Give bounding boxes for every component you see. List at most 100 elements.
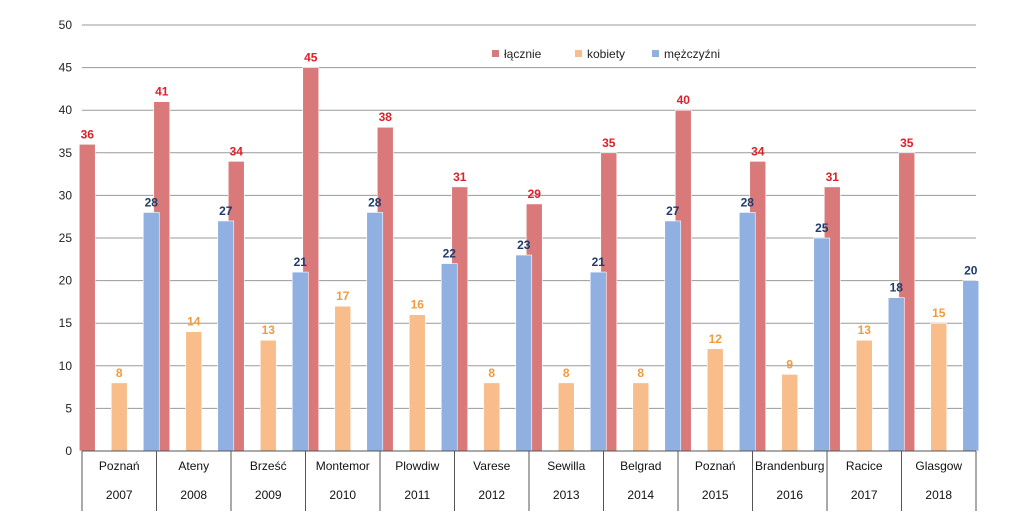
category-label: Varese bbox=[473, 459, 510, 473]
data-label: 35 bbox=[602, 136, 616, 150]
year-label: 2009 bbox=[255, 488, 282, 502]
bar-łącznie bbox=[78, 143, 96, 452]
category-label: Montemor bbox=[316, 459, 370, 473]
data-label: 29 bbox=[528, 187, 542, 201]
data-label: 45 bbox=[304, 51, 318, 65]
data-label: 28 bbox=[368, 195, 382, 209]
y-tick-label: 35 bbox=[59, 146, 73, 160]
y-tick-label: 30 bbox=[59, 188, 73, 202]
bar-mężczyźni bbox=[664, 220, 682, 452]
bar-kobiety bbox=[110, 382, 128, 452]
bar-kobiety bbox=[706, 348, 724, 452]
legend-label: mężczyźni bbox=[664, 47, 720, 61]
data-label: 20 bbox=[964, 264, 978, 278]
year-label: 2015 bbox=[702, 488, 729, 502]
bar-mężczyźni bbox=[366, 212, 384, 452]
bar-kobiety bbox=[632, 382, 650, 452]
year-label: 2011 bbox=[404, 488, 430, 502]
legend-label: łącznie bbox=[504, 47, 542, 61]
data-label: 14 bbox=[187, 315, 201, 329]
data-label: 9 bbox=[786, 357, 793, 371]
category-labels: Poznań 2007 Ateny 2008 Brześć 2009 Montemor 201… bbox=[99, 459, 963, 502]
data-label: 8 bbox=[116, 366, 123, 380]
category-label: Brześć bbox=[250, 459, 287, 473]
bar-mężczyźni bbox=[589, 271, 607, 452]
category-label: Racice bbox=[846, 459, 883, 473]
data-label: 28 bbox=[145, 195, 159, 209]
bar-mężczyźni bbox=[962, 280, 980, 452]
data-label: 13 bbox=[858, 323, 872, 337]
legend-swatch bbox=[492, 50, 499, 57]
category-label: Ateny bbox=[178, 459, 209, 473]
bar-mężczyźni bbox=[515, 254, 533, 452]
bar-kobiety bbox=[185, 331, 203, 452]
bar-mężczyźni bbox=[738, 212, 756, 452]
y-axis-ticks: 0 5 10 15 20 25 30 35 40 45 50 bbox=[59, 18, 73, 458]
year-label: 2008 bbox=[180, 488, 207, 502]
bar-kobiety bbox=[408, 314, 426, 452]
y-tick-label: 20 bbox=[59, 274, 73, 288]
data-label: 35 bbox=[900, 136, 914, 150]
y-tick-label: 0 bbox=[65, 444, 72, 458]
category-label: Poznań bbox=[99, 459, 140, 473]
category-label: Glasgow bbox=[915, 459, 962, 473]
year-label: 2017 bbox=[851, 488, 878, 502]
data-label: 31 bbox=[453, 170, 467, 184]
y-tick-label: 10 bbox=[59, 359, 73, 373]
year-label: 2007 bbox=[106, 488, 133, 502]
data-label: 15 bbox=[932, 306, 946, 320]
data-label: 21 bbox=[592, 255, 606, 269]
category-label: Belgrad bbox=[620, 459, 661, 473]
data-label: 23 bbox=[517, 238, 531, 252]
data-label: 38 bbox=[379, 110, 393, 124]
year-label: 2012 bbox=[478, 488, 505, 502]
category-label: Plowdiw bbox=[395, 459, 439, 473]
y-tick-label: 40 bbox=[59, 103, 73, 117]
legend-label: kobiety bbox=[587, 47, 625, 61]
data-label: 17 bbox=[336, 289, 350, 303]
year-label: 2018 bbox=[925, 488, 952, 502]
y-tick-label: 45 bbox=[59, 61, 73, 75]
bar-kobiety bbox=[855, 339, 873, 452]
bar-kobiety bbox=[483, 382, 501, 452]
data-label: 40 bbox=[677, 93, 691, 107]
bar-mężczyźni bbox=[440, 263, 458, 452]
bar-mężczyźni bbox=[142, 212, 160, 452]
bar-mężczyźni bbox=[291, 271, 309, 452]
data-label: 8 bbox=[563, 366, 570, 380]
data-labels: 36 41 34 45 38 31 29 35 40 34 31 35 8 14 13 17 16 8 8 8 12 9 1… bbox=[81, 51, 978, 380]
bar-kobiety bbox=[781, 374, 799, 452]
data-label: 22 bbox=[443, 247, 457, 261]
y-tick-label: 15 bbox=[59, 316, 73, 330]
data-label: 8 bbox=[488, 366, 495, 380]
data-label: 8 bbox=[637, 366, 644, 380]
bar-mężczyźni bbox=[217, 220, 235, 452]
bar-kobiety bbox=[259, 339, 277, 452]
legend: łącznie kobiety mężczyźni bbox=[492, 47, 720, 61]
x-axis bbox=[81, 450, 977, 511]
data-label: 12 bbox=[709, 332, 723, 346]
data-label: 27 bbox=[219, 204, 233, 218]
data-label: 34 bbox=[751, 144, 765, 158]
bar-mężczyźni bbox=[813, 237, 831, 452]
legend-swatch bbox=[652, 50, 659, 57]
data-label: 34 bbox=[230, 144, 244, 158]
year-label: 2013 bbox=[553, 488, 580, 502]
year-label: 2014 bbox=[627, 488, 654, 502]
data-label: 21 bbox=[294, 255, 308, 269]
y-tick-label: 5 bbox=[65, 401, 72, 415]
data-label: 18 bbox=[890, 281, 904, 295]
category-label: Brandenburg bbox=[755, 459, 824, 473]
data-label: 28 bbox=[741, 195, 755, 209]
year-label: 2010 bbox=[329, 488, 356, 502]
category-label: Poznań bbox=[695, 459, 736, 473]
bar-kobiety bbox=[334, 305, 352, 452]
data-label: 13 bbox=[262, 323, 276, 337]
bar-kobiety bbox=[930, 322, 948, 452]
data-label: 25 bbox=[815, 221, 829, 235]
y-tick-label: 25 bbox=[59, 231, 73, 245]
legend-swatch bbox=[575, 50, 582, 57]
bar-mężczyźni bbox=[887, 297, 905, 452]
y-tick-label: 50 bbox=[59, 18, 73, 32]
